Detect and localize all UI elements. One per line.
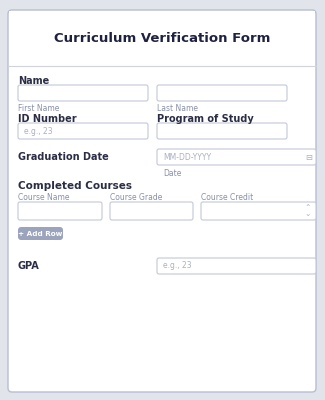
Text: ⌃: ⌃ — [305, 204, 311, 212]
Text: Date: Date — [163, 169, 181, 178]
FancyBboxPatch shape — [201, 202, 316, 220]
Text: ID Number: ID Number — [18, 114, 77, 124]
Text: MM-DD-YYYY: MM-DD-YYYY — [163, 152, 211, 162]
Text: Completed Courses: Completed Courses — [18, 181, 132, 191]
FancyBboxPatch shape — [18, 123, 148, 139]
FancyBboxPatch shape — [157, 258, 316, 274]
Text: Course Grade: Course Grade — [110, 193, 162, 202]
FancyBboxPatch shape — [157, 123, 287, 139]
Text: Name: Name — [18, 76, 49, 86]
Text: e.g., 23: e.g., 23 — [163, 262, 192, 270]
Text: First Name: First Name — [18, 104, 59, 113]
Text: ⌄: ⌄ — [305, 210, 311, 218]
FancyBboxPatch shape — [18, 202, 102, 220]
FancyBboxPatch shape — [157, 85, 287, 101]
Bar — [9, 11, 315, 66]
FancyBboxPatch shape — [18, 227, 63, 240]
Text: Graduation Date: Graduation Date — [18, 152, 109, 162]
FancyBboxPatch shape — [18, 85, 148, 101]
Text: Course Credit: Course Credit — [201, 193, 253, 202]
FancyBboxPatch shape — [110, 202, 193, 220]
Text: Last Name: Last Name — [157, 104, 198, 113]
Text: Course Name: Course Name — [18, 193, 70, 202]
Text: GPA: GPA — [18, 261, 40, 271]
Text: e.g., 23: e.g., 23 — [24, 126, 53, 136]
Text: ⊟: ⊟ — [306, 152, 313, 162]
Text: Program of Study: Program of Study — [157, 114, 254, 124]
FancyBboxPatch shape — [157, 149, 316, 165]
FancyBboxPatch shape — [8, 10, 316, 392]
Text: Curriculum Verification Form: Curriculum Verification Form — [54, 32, 271, 46]
Text: + Add Row: + Add Row — [18, 230, 63, 236]
